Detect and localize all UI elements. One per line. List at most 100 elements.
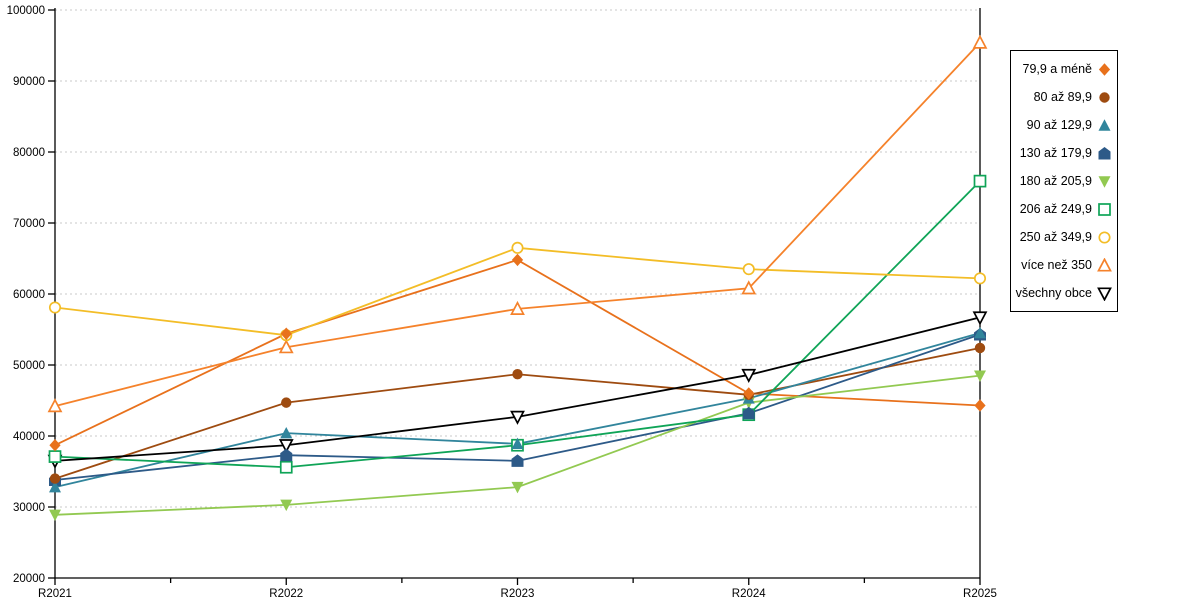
series-0-marker	[511, 253, 524, 267]
series-6-point-4	[973, 272, 987, 285]
series-7-marker	[47, 398, 63, 413]
series-3-marker	[511, 454, 524, 467]
series-0-point-3	[743, 387, 755, 400]
series-3-marker	[742, 406, 755, 420]
legend-label: více než 350	[1021, 258, 1092, 272]
legend-label: 80 až 89,9	[1033, 90, 1092, 104]
legend-item-4: 180 až 205,9	[1011, 174, 1117, 189]
y-axis-label: 50000	[13, 360, 45, 372]
circle-open-glyph	[1098, 230, 1111, 244]
legend-label: všechny obce	[1015, 286, 1092, 300]
y-axis-label: 100000	[7, 5, 45, 17]
series-3-marker	[280, 448, 293, 462]
series-7-point-4	[972, 34, 988, 49]
series-8-marker	[972, 311, 988, 326]
circle-filled-glyph	[1099, 91, 1110, 103]
series-5-marker	[279, 460, 293, 474]
series-4-point-4	[974, 370, 986, 382]
x-axis-label: R2024	[732, 588, 766, 600]
circle-filled-legend-icon	[1099, 91, 1110, 103]
series-7-point-1	[278, 339, 294, 354]
triangle-up-open-glyph	[1097, 257, 1112, 272]
legend-label: 180 až 205,9	[1019, 174, 1092, 188]
series-0-point-2	[511, 253, 524, 267]
series-2-marker	[974, 326, 986, 339]
series-7-marker	[510, 300, 525, 315]
series-0-marker	[974, 399, 986, 412]
series-2-marker	[280, 426, 293, 439]
series-8-marker	[278, 439, 294, 454]
series-1-marker	[974, 342, 986, 354]
series-1-point-4	[974, 342, 986, 354]
y-axis-label: 30000	[13, 502, 45, 514]
series-5-point-1	[279, 460, 293, 474]
y-axis-label: 40000	[13, 431, 45, 443]
series-1-marker	[512, 369, 523, 380]
series-3-point-1	[280, 448, 293, 462]
series-7-marker	[741, 280, 757, 295]
square-open-legend-icon	[1098, 202, 1111, 216]
series-3-point-3	[742, 406, 755, 420]
y-axis-label: 60000	[13, 289, 45, 301]
series-0-point-1	[280, 327, 292, 340]
series-2-point-2	[511, 437, 524, 450]
series-1-marker	[281, 397, 292, 408]
series-1-point-2	[512, 369, 523, 380]
series-6-point-0	[48, 301, 62, 314]
series-2-point-0	[49, 480, 61, 493]
series-2-point-1	[280, 426, 293, 439]
triangle-down-open-legend-icon	[1097, 286, 1112, 301]
legend-label: 79,9 a méně	[1022, 62, 1093, 76]
legend-label: 206 až 249,9	[1019, 202, 1092, 216]
legend-item-6: 250 až 349,9	[1011, 230, 1117, 245]
series-5-point-0	[48, 450, 62, 463]
triangle-down-filled-glyph	[1098, 175, 1111, 188]
triangle-down-open-glyph	[1097, 286, 1112, 301]
y-axis-label: 20000	[13, 573, 45, 585]
series-5-point-4	[973, 174, 987, 188]
series-7-point-3	[741, 280, 757, 295]
series-7-point-2	[510, 300, 525, 315]
series-6-point-2	[511, 241, 524, 254]
legend-item-8: všechny obce	[1011, 286, 1117, 301]
series-8-point-4	[972, 311, 988, 326]
diamond-filled-glyph	[1098, 62, 1111, 76]
series-0-marker	[743, 387, 755, 400]
series-5-marker	[973, 174, 987, 188]
series-1-marker	[49, 473, 61, 484]
triangle-down-filled-legend-icon	[1098, 175, 1111, 188]
series-1-point-1	[281, 397, 292, 408]
series-4-point-0	[49, 509, 61, 522]
series-2-point-4	[974, 326, 986, 339]
series-4-marker	[49, 509, 61, 522]
series-8-marker	[510, 410, 525, 425]
circle-open-legend-icon	[1098, 230, 1111, 244]
x-axis-label: R2025	[963, 588, 997, 600]
series-8-point-1	[278, 439, 294, 454]
y-axis-label: 80000	[13, 147, 45, 159]
legend-label: 250 až 349,9	[1019, 230, 1092, 244]
series-5-marker	[48, 450, 62, 463]
legend-item-0: 79,9 a méně	[1011, 62, 1117, 77]
series-0-point-0	[49, 439, 61, 452]
series-1-point-0	[49, 473, 61, 484]
series-6-marker	[973, 272, 987, 285]
series-7-point-0	[47, 398, 63, 413]
series-8-point-2	[510, 410, 525, 425]
square-open-glyph	[1098, 202, 1111, 216]
legend-item-2: 90 až 129,9	[1011, 118, 1117, 133]
series-6-marker	[48, 301, 62, 314]
series-2-marker	[49, 480, 61, 493]
y-axis-label: 90000	[13, 76, 45, 88]
x-axis-label: R2022	[269, 588, 303, 600]
series-8-marker	[741, 368, 757, 383]
series-6-point-3	[742, 263, 755, 276]
series-4-point-1	[280, 499, 293, 512]
series-4-point-2	[511, 481, 524, 494]
legend-label: 90 až 129,9	[1026, 118, 1092, 132]
triangle-up-filled-legend-icon	[1098, 118, 1111, 131]
y-axis-label: 70000	[13, 218, 45, 230]
legend-item-5: 206 až 249,9	[1011, 202, 1117, 217]
